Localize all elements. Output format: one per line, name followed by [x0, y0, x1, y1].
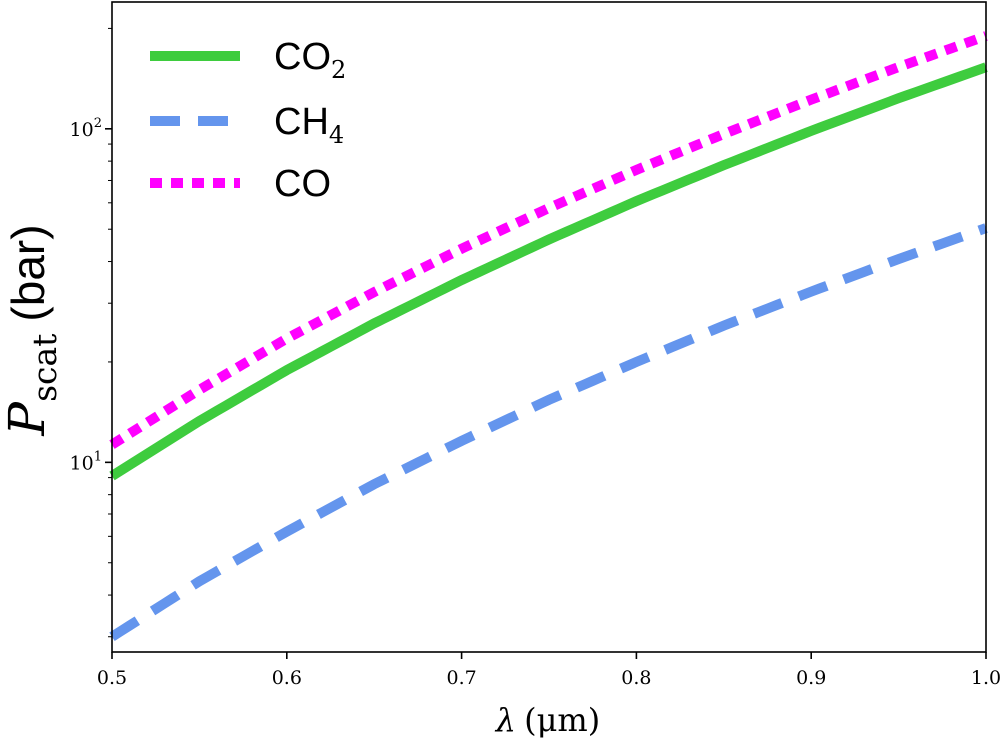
- series-line-co: [109, 31, 988, 449]
- x-tick-label: 1.0: [971, 667, 1000, 689]
- series-layer: [109, 31, 988, 641]
- y-axis-unit: (bar): [2, 224, 54, 321]
- x-tick-label: 0.9: [796, 667, 826, 689]
- ticks-layer: 0.5 0.6 0.7 0.8 0.9 1.0 101 102: [70, 27, 1000, 689]
- x-axis-lambda: λ: [494, 701, 516, 739]
- legend-label-co2: CO2: [274, 36, 346, 84]
- x-axis-label: λ (μm): [494, 701, 600, 739]
- x-tick-label: 0.6: [272, 667, 302, 689]
- y-tick-label: 101: [70, 449, 102, 474]
- x-tick-label: 0.8: [621, 667, 651, 689]
- y-axis-main: P: [0, 401, 56, 437]
- plot-frame: [111, 1, 987, 653]
- y-tick-label: 102: [70, 116, 102, 141]
- legend-label-co: CO: [274, 163, 331, 205]
- x-tick-label: 0.7: [446, 667, 476, 689]
- legend-label-ch4: CH4: [274, 101, 344, 149]
- legend: CO2 CH4 CO: [150, 36, 346, 205]
- y-axis-label: Pscat (bar): [0, 224, 64, 436]
- x-axis-unit: (μm): [524, 701, 600, 739]
- x-tick-label: 0.5: [97, 667, 127, 689]
- y-axis-sub: scat: [25, 334, 64, 402]
- series-line-co2: [109, 62, 988, 481]
- series-line-ch4: [109, 223, 988, 641]
